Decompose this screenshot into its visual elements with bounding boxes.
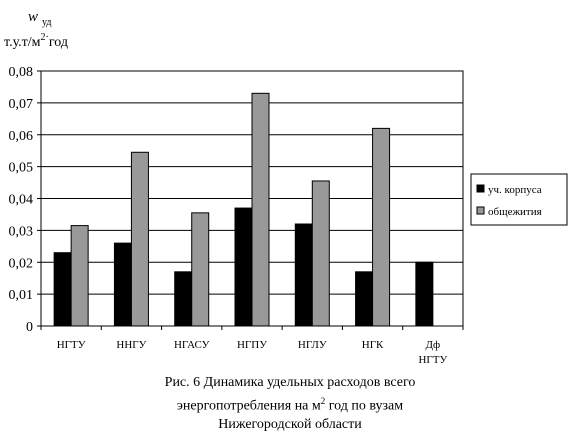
bar	[251, 92, 270, 327]
caption-line-2: энергопотребления на м2 год по вузам	[176, 396, 404, 414]
y-tick-label: 0,06	[9, 129, 34, 144]
y-tick-label: 0,02	[9, 256, 34, 271]
y-tick-label: 0,01	[9, 288, 34, 303]
legend-swatch	[476, 206, 485, 215]
y-tick-label: 0,04	[9, 193, 34, 208]
x-tick-label: НГАСУ	[174, 339, 210, 351]
bar-chart: w уд т.у.т/м2·год 00,010,020,030,040,050…	[4, 9, 568, 366]
bar	[191, 212, 210, 327]
x-tick-label: НГЛУ	[298, 339, 327, 351]
x-tick-label: НГТУ	[418, 354, 447, 366]
x-tick-label: НГТУ	[57, 339, 86, 351]
bar	[70, 225, 89, 327]
bar	[311, 180, 330, 327]
y-axis-symbol: w	[28, 9, 38, 25]
figure-caption: Рис. 6 Динамика удельных расходов всего …	[150, 374, 430, 434]
legend-swatch	[476, 184, 485, 193]
y-tick-label: 0,03	[9, 224, 34, 239]
plot-area: 0 0,01 0,02 0,03 0,04 0,05 0,06 0,07 0,08 НГТУ ННГ…	[9, 65, 464, 366]
legend-label: общежития	[488, 206, 542, 218]
y-tick-label: 0	[26, 320, 33, 335]
caption-line-3: Нижегородской области	[218, 416, 362, 432]
bar	[174, 271, 193, 327]
bar	[372, 127, 391, 327]
bar	[415, 261, 434, 327]
legend-label: уч. корпуса	[488, 184, 542, 196]
bar	[113, 242, 132, 327]
caption-line-1: Рис. 6 Динамика удельных расходов всего	[164, 375, 416, 390]
bar	[355, 271, 374, 327]
x-tick-label: НГПУ	[237, 339, 267, 351]
y-tick-label: 0,05	[9, 161, 34, 176]
y-axis-unit: т.у.т/м2·год	[4, 32, 68, 50]
y-tick-label: 0,07	[9, 97, 34, 112]
bar	[130, 151, 149, 327]
bar	[294, 223, 313, 327]
y-axis-symbol-subscript: уд	[42, 17, 51, 28]
x-tick-label: ННГУ	[116, 339, 146, 351]
y-tick-label: 0,08	[9, 65, 34, 80]
bar	[234, 207, 253, 327]
bar	[53, 252, 72, 327]
x-tick-label: НГК	[362, 339, 384, 351]
x-tick-label: Дф	[426, 339, 441, 351]
legend-box	[470, 173, 568, 226]
legend: уч. корпуса общежития	[470, 173, 568, 226]
